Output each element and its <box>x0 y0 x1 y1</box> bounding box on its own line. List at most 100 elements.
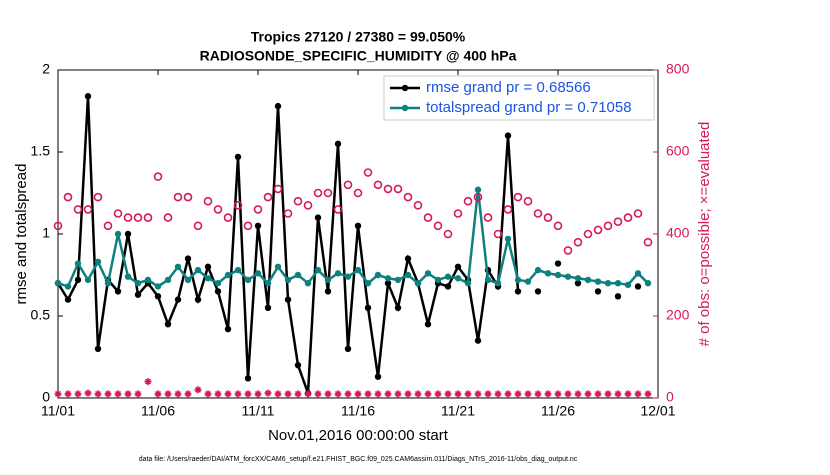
point <box>284 276 292 284</box>
point <box>534 266 542 274</box>
point <box>144 276 152 284</box>
possible-marker <box>453 209 463 218</box>
point <box>614 293 622 300</box>
point <box>204 263 212 270</box>
point <box>114 288 122 295</box>
point <box>124 273 132 280</box>
point <box>514 276 522 284</box>
point <box>274 263 282 270</box>
point <box>524 278 532 285</box>
point <box>224 271 232 279</box>
point <box>384 275 392 282</box>
evaluated-marker <box>234 390 242 398</box>
evaluated-marker <box>184 390 192 398</box>
evaluated-marker <box>284 390 292 398</box>
x-tick-label: 11/26 <box>541 403 575 419</box>
possible-marker <box>53 221 63 231</box>
evaluated-marker <box>324 390 332 398</box>
evaluated-marker <box>74 390 82 398</box>
point <box>334 140 342 147</box>
possible-marker <box>403 192 413 202</box>
point <box>74 276 82 284</box>
point <box>564 273 572 280</box>
legend-marker <box>401 104 409 112</box>
point <box>424 270 432 277</box>
evaluated-marker <box>194 386 202 394</box>
y2-tick-label: 600 <box>666 143 690 159</box>
evaluated-marker <box>224 390 232 398</box>
x-tick-label: 11/11 <box>242 403 275 419</box>
evaluated-marker <box>204 390 212 398</box>
point <box>474 337 482 344</box>
possible-marker <box>553 221 563 231</box>
evaluated-marker <box>504 390 512 398</box>
evaluated-marker <box>454 390 462 398</box>
point <box>594 288 602 295</box>
possible-marker <box>563 246 573 255</box>
possible-marker <box>533 209 543 218</box>
point <box>74 260 82 267</box>
y-tick-label: 0 <box>42 389 50 405</box>
point <box>324 288 332 295</box>
point <box>54 280 62 287</box>
evaluated-marker <box>334 390 342 398</box>
point <box>394 276 402 284</box>
point <box>364 280 372 287</box>
evaluated-marker <box>474 390 482 398</box>
point <box>644 280 652 287</box>
x-tick-label: 11/16 <box>341 403 375 419</box>
evaluated-marker <box>584 390 592 398</box>
possible-marker <box>293 196 303 206</box>
possible-marker <box>313 188 323 198</box>
evaluated-marker <box>164 390 172 398</box>
point <box>234 153 242 161</box>
point <box>164 321 172 328</box>
possible-marker <box>83 205 93 214</box>
possible-marker <box>203 196 213 206</box>
point <box>364 304 372 311</box>
point <box>64 283 72 290</box>
point <box>244 375 252 382</box>
possible-marker <box>363 168 373 177</box>
point <box>334 270 342 277</box>
evaluated-marker <box>254 390 262 398</box>
point <box>454 275 462 282</box>
point <box>534 288 542 295</box>
evaluated-marker <box>104 390 112 398</box>
possible-marker <box>583 229 593 239</box>
possible-marker <box>333 205 343 214</box>
evaluated-marker <box>634 390 642 398</box>
point <box>474 186 482 193</box>
point <box>634 270 642 277</box>
possible-marker <box>103 221 113 231</box>
point <box>374 271 382 279</box>
evaluated-marker <box>624 390 632 398</box>
point <box>444 273 452 280</box>
y2-tick-label: 200 <box>666 307 690 323</box>
x-tick-label: 11/21 <box>441 403 475 419</box>
possible-marker <box>573 237 583 247</box>
point <box>294 271 302 279</box>
point <box>264 280 272 287</box>
point <box>574 275 582 282</box>
possible-marker <box>513 192 523 202</box>
evaluated-marker <box>614 390 622 398</box>
point <box>504 132 512 139</box>
possible-marker <box>263 192 273 202</box>
legend-marker <box>401 84 409 92</box>
y-tick-label: 2 <box>42 61 50 77</box>
point <box>404 271 412 279</box>
evaluated-marker <box>94 390 102 398</box>
point <box>234 266 242 274</box>
evaluated-marker <box>174 390 182 398</box>
possible-marker <box>623 213 633 222</box>
possible-marker <box>243 221 253 231</box>
point <box>254 222 262 229</box>
chart-title: Tropics 27120 / 27380 = 99.050% <box>251 29 466 45</box>
point <box>314 266 322 274</box>
possible-marker <box>443 229 453 239</box>
point <box>634 283 642 290</box>
point <box>414 280 422 287</box>
evaluated-marker <box>544 390 552 398</box>
